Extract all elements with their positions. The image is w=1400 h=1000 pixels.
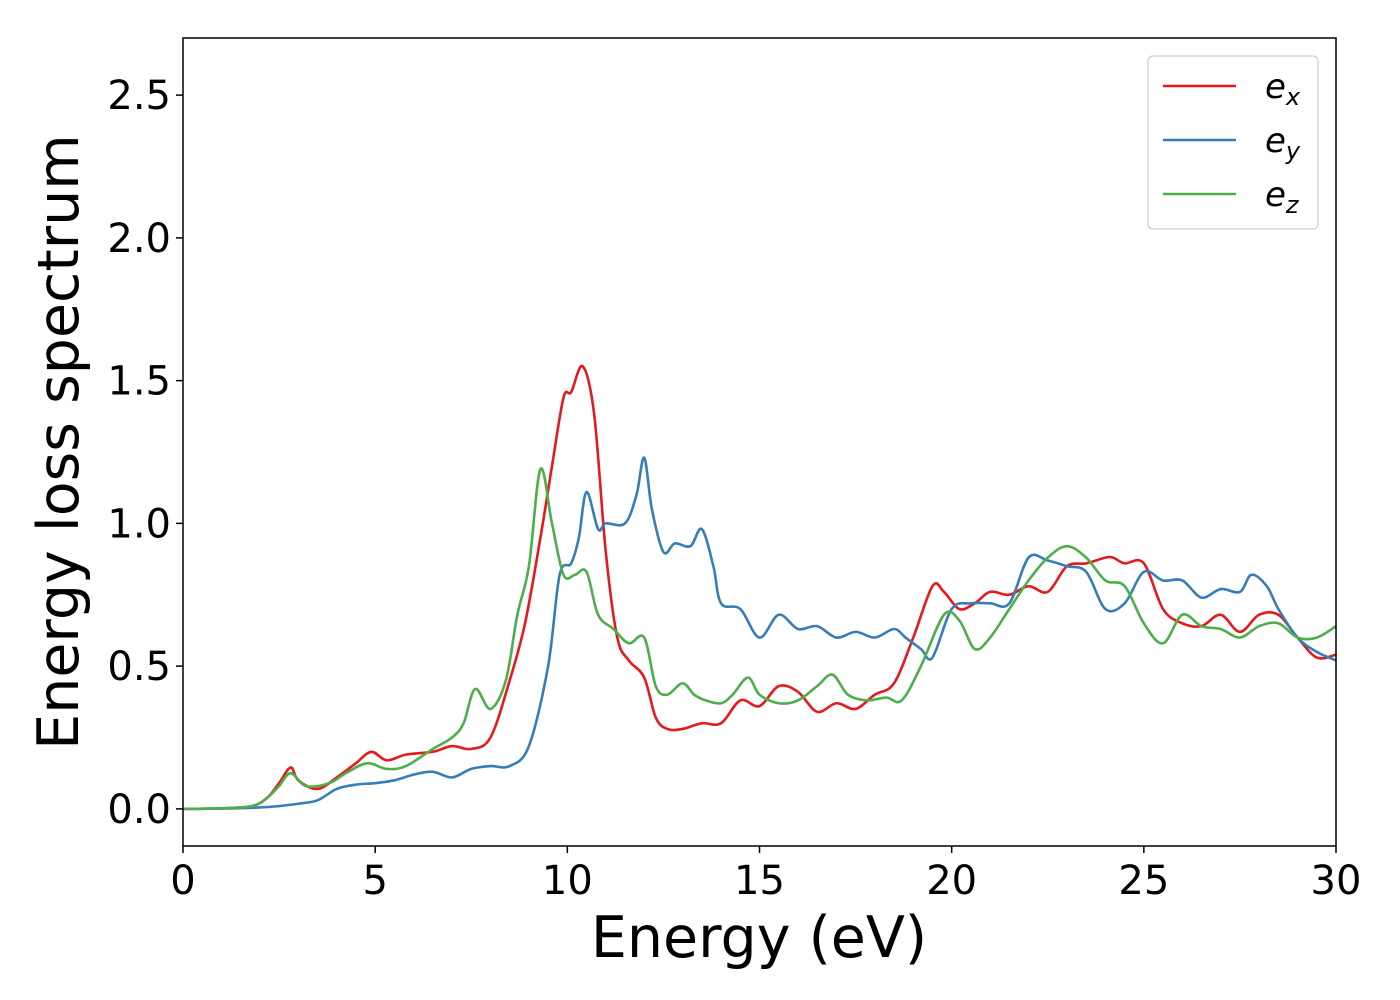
series-layer	[183, 364, 1336, 811]
x-tick-label: 0	[170, 858, 195, 904]
y-tick-label: 2.0	[107, 216, 171, 262]
x-tick-label: 20	[926, 858, 977, 904]
y-tick-label: 0.0	[107, 787, 171, 833]
x-tick-label: 5	[362, 858, 387, 904]
legend-box	[1147, 55, 1319, 230]
x-tick-label: 10	[542, 858, 593, 904]
y-axis-label: Energy loss spectrum	[26, 134, 92, 750]
legend: ex ey ez	[1147, 55, 1319, 230]
legend-label-y: ey	[1265, 121, 1301, 165]
x-tick-label: 25	[1118, 858, 1169, 904]
legend-label-x: ex	[1265, 67, 1301, 111]
series-line-y	[183, 456, 1336, 811]
y-tick-label: 0.5	[107, 644, 171, 690]
y-tick-label: 2.5	[107, 73, 171, 119]
legend-label-z: ez	[1265, 175, 1300, 219]
series-line-x	[183, 364, 1336, 811]
axis-ticks: 0 5 10 15 20 25 30 0.0 0.5 1.0 1.5 2.0 2.5	[107, 73, 1361, 904]
x-axis-label: Energy (eV)	[591, 905, 927, 971]
y-tick-label: 1.5	[107, 359, 171, 405]
x-tick-label: 30	[1311, 858, 1362, 904]
x-tick-label: 15	[734, 858, 785, 904]
series-line-z	[183, 467, 1336, 811]
y-tick-label: 1.0	[107, 501, 171, 547]
